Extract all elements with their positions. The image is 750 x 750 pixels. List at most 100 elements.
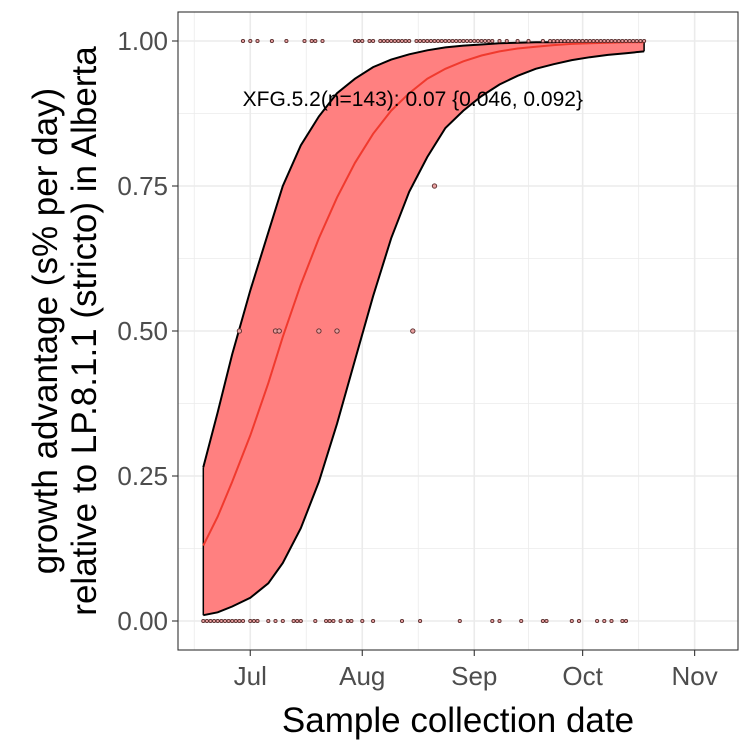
- data-point: [587, 38, 592, 44]
- data-point: [302, 38, 307, 44]
- data-point: [620, 38, 625, 44]
- data-point: [605, 38, 610, 44]
- data-point: [551, 38, 556, 44]
- y-axis-title-line-1: growth advantage (s% per day): [26, 88, 65, 574]
- data-point: [291, 618, 296, 624]
- data-point: [580, 38, 585, 44]
- data-point: [236, 328, 243, 334]
- x-tick-label: Oct: [562, 661, 603, 691]
- data-point: [446, 38, 452, 44]
- data-point: [309, 38, 314, 44]
- data-point: [338, 618, 343, 624]
- data-point: [548, 38, 553, 44]
- data-point: [584, 38, 589, 44]
- data-point: [273, 618, 278, 624]
- data-point: [497, 618, 502, 624]
- data-point: [399, 618, 405, 624]
- data-point: [255, 618, 260, 624]
- data-point: [240, 38, 246, 44]
- data-point: [349, 618, 354, 624]
- data-point: [276, 328, 282, 334]
- data-point: [240, 618, 246, 624]
- data-point: [219, 618, 224, 624]
- confidence-band-fill: [203, 41, 645, 616]
- y-axis-title-line-2: relative to LP.8.1.1 (stricto) in Albert…: [65, 46, 104, 616]
- data-point: [248, 618, 253, 624]
- data-point: [591, 38, 596, 44]
- data-point: [602, 38, 607, 44]
- x-tick-label: Sep: [451, 661, 497, 691]
- data-point: [540, 618, 545, 624]
- data-point: [360, 618, 365, 624]
- data-point: [425, 38, 430, 44]
- data-point: [313, 38, 318, 44]
- data-point: [295, 618, 300, 624]
- data-point: [432, 38, 437, 44]
- y-tick-label: 0.00: [117, 606, 168, 636]
- data-point: [486, 38, 491, 44]
- data-point: [613, 38, 618, 44]
- data-point: [595, 618, 600, 624]
- fit-line: [202, 41, 645, 547]
- data-point: [638, 38, 643, 44]
- data-point: [327, 618, 332, 624]
- data-point: [352, 38, 358, 44]
- data-point: [215, 618, 220, 624]
- data-point: [576, 38, 582, 44]
- data-point: [371, 38, 376, 44]
- data-point: [367, 38, 372, 44]
- x-axis: Jul Aug Sep Oct Nov: [234, 650, 718, 691]
- data-point: [269, 38, 274, 44]
- data-point: [436, 38, 441, 44]
- data-point: [569, 618, 574, 624]
- data-point: [403, 38, 408, 44]
- observation-points: [201, 38, 647, 624]
- data-point: [454, 38, 459, 44]
- data-point: [475, 38, 480, 44]
- data-point: [642, 38, 647, 44]
- data-point: [497, 38, 502, 44]
- data-point: [334, 328, 340, 334]
- data-point: [540, 38, 545, 44]
- data-point: [331, 618, 336, 624]
- data-point: [457, 38, 462, 44]
- data-point: [324, 618, 329, 624]
- data-point: [320, 38, 325, 44]
- y-axis: 0.00 0.25 0.50 0.75 1.00: [117, 26, 178, 636]
- data-point: [627, 38, 632, 44]
- x-tick-label: Nov: [672, 661, 718, 691]
- data-point: [439, 38, 444, 44]
- data-point: [428, 38, 433, 44]
- data-point: [248, 38, 253, 44]
- confidence-band: [202, 40, 645, 617]
- data-point: [418, 38, 423, 44]
- data-point: [490, 38, 495, 44]
- data-point: [356, 38, 361, 44]
- data-point: [443, 38, 448, 44]
- data-point: [230, 618, 235, 624]
- data-point: [566, 38, 571, 44]
- data-point: [526, 38, 531, 44]
- data-point: [504, 38, 509, 44]
- data-point: [461, 38, 466, 44]
- data-point: [237, 618, 242, 624]
- data-point: [573, 38, 578, 44]
- data-point: [201, 618, 206, 624]
- data-point: [558, 38, 564, 44]
- data-point: [208, 618, 213, 624]
- x-tick-label: Jul: [234, 661, 267, 691]
- y-tick-label: 1.00: [117, 26, 168, 56]
- data-point: [634, 38, 639, 44]
- fit-line-layer: [202, 41, 645, 547]
- lower-bound-line: [203, 50, 645, 617]
- data-point: [515, 38, 520, 44]
- data-point: [399, 38, 405, 44]
- y-tick-label: 0.25: [117, 461, 168, 491]
- data-point: [616, 38, 621, 44]
- data-point: [457, 618, 462, 624]
- data-point: [623, 618, 629, 624]
- data-point: [389, 38, 394, 44]
- data-point: [378, 38, 383, 44]
- data-point: [298, 618, 303, 624]
- data-point: [410, 328, 416, 334]
